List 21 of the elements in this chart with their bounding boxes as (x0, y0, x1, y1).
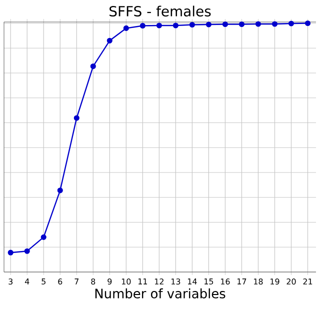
point (8, 250, 14, 256)
point (272, 21, 278, 27)
point (24, 248, 30, 254)
x-axis-title: Number of variables (95, 288, 226, 298)
chart-title: SFFS - females (110, 6, 211, 17)
point (123, 25, 129, 32)
point (74, 115, 80, 121)
point (140, 22, 146, 29)
point (255, 21, 262, 27)
point (238, 21, 245, 28)
point (206, 22, 212, 28)
point (106, 38, 112, 44)
point (304, 20, 311, 26)
point (189, 22, 195, 28)
point (288, 20, 294, 26)
point (172, 22, 178, 28)
point (57, 188, 63, 194)
point (40, 234, 46, 240)
point (222, 21, 228, 28)
point (156, 22, 162, 28)
point (90, 63, 96, 70)
